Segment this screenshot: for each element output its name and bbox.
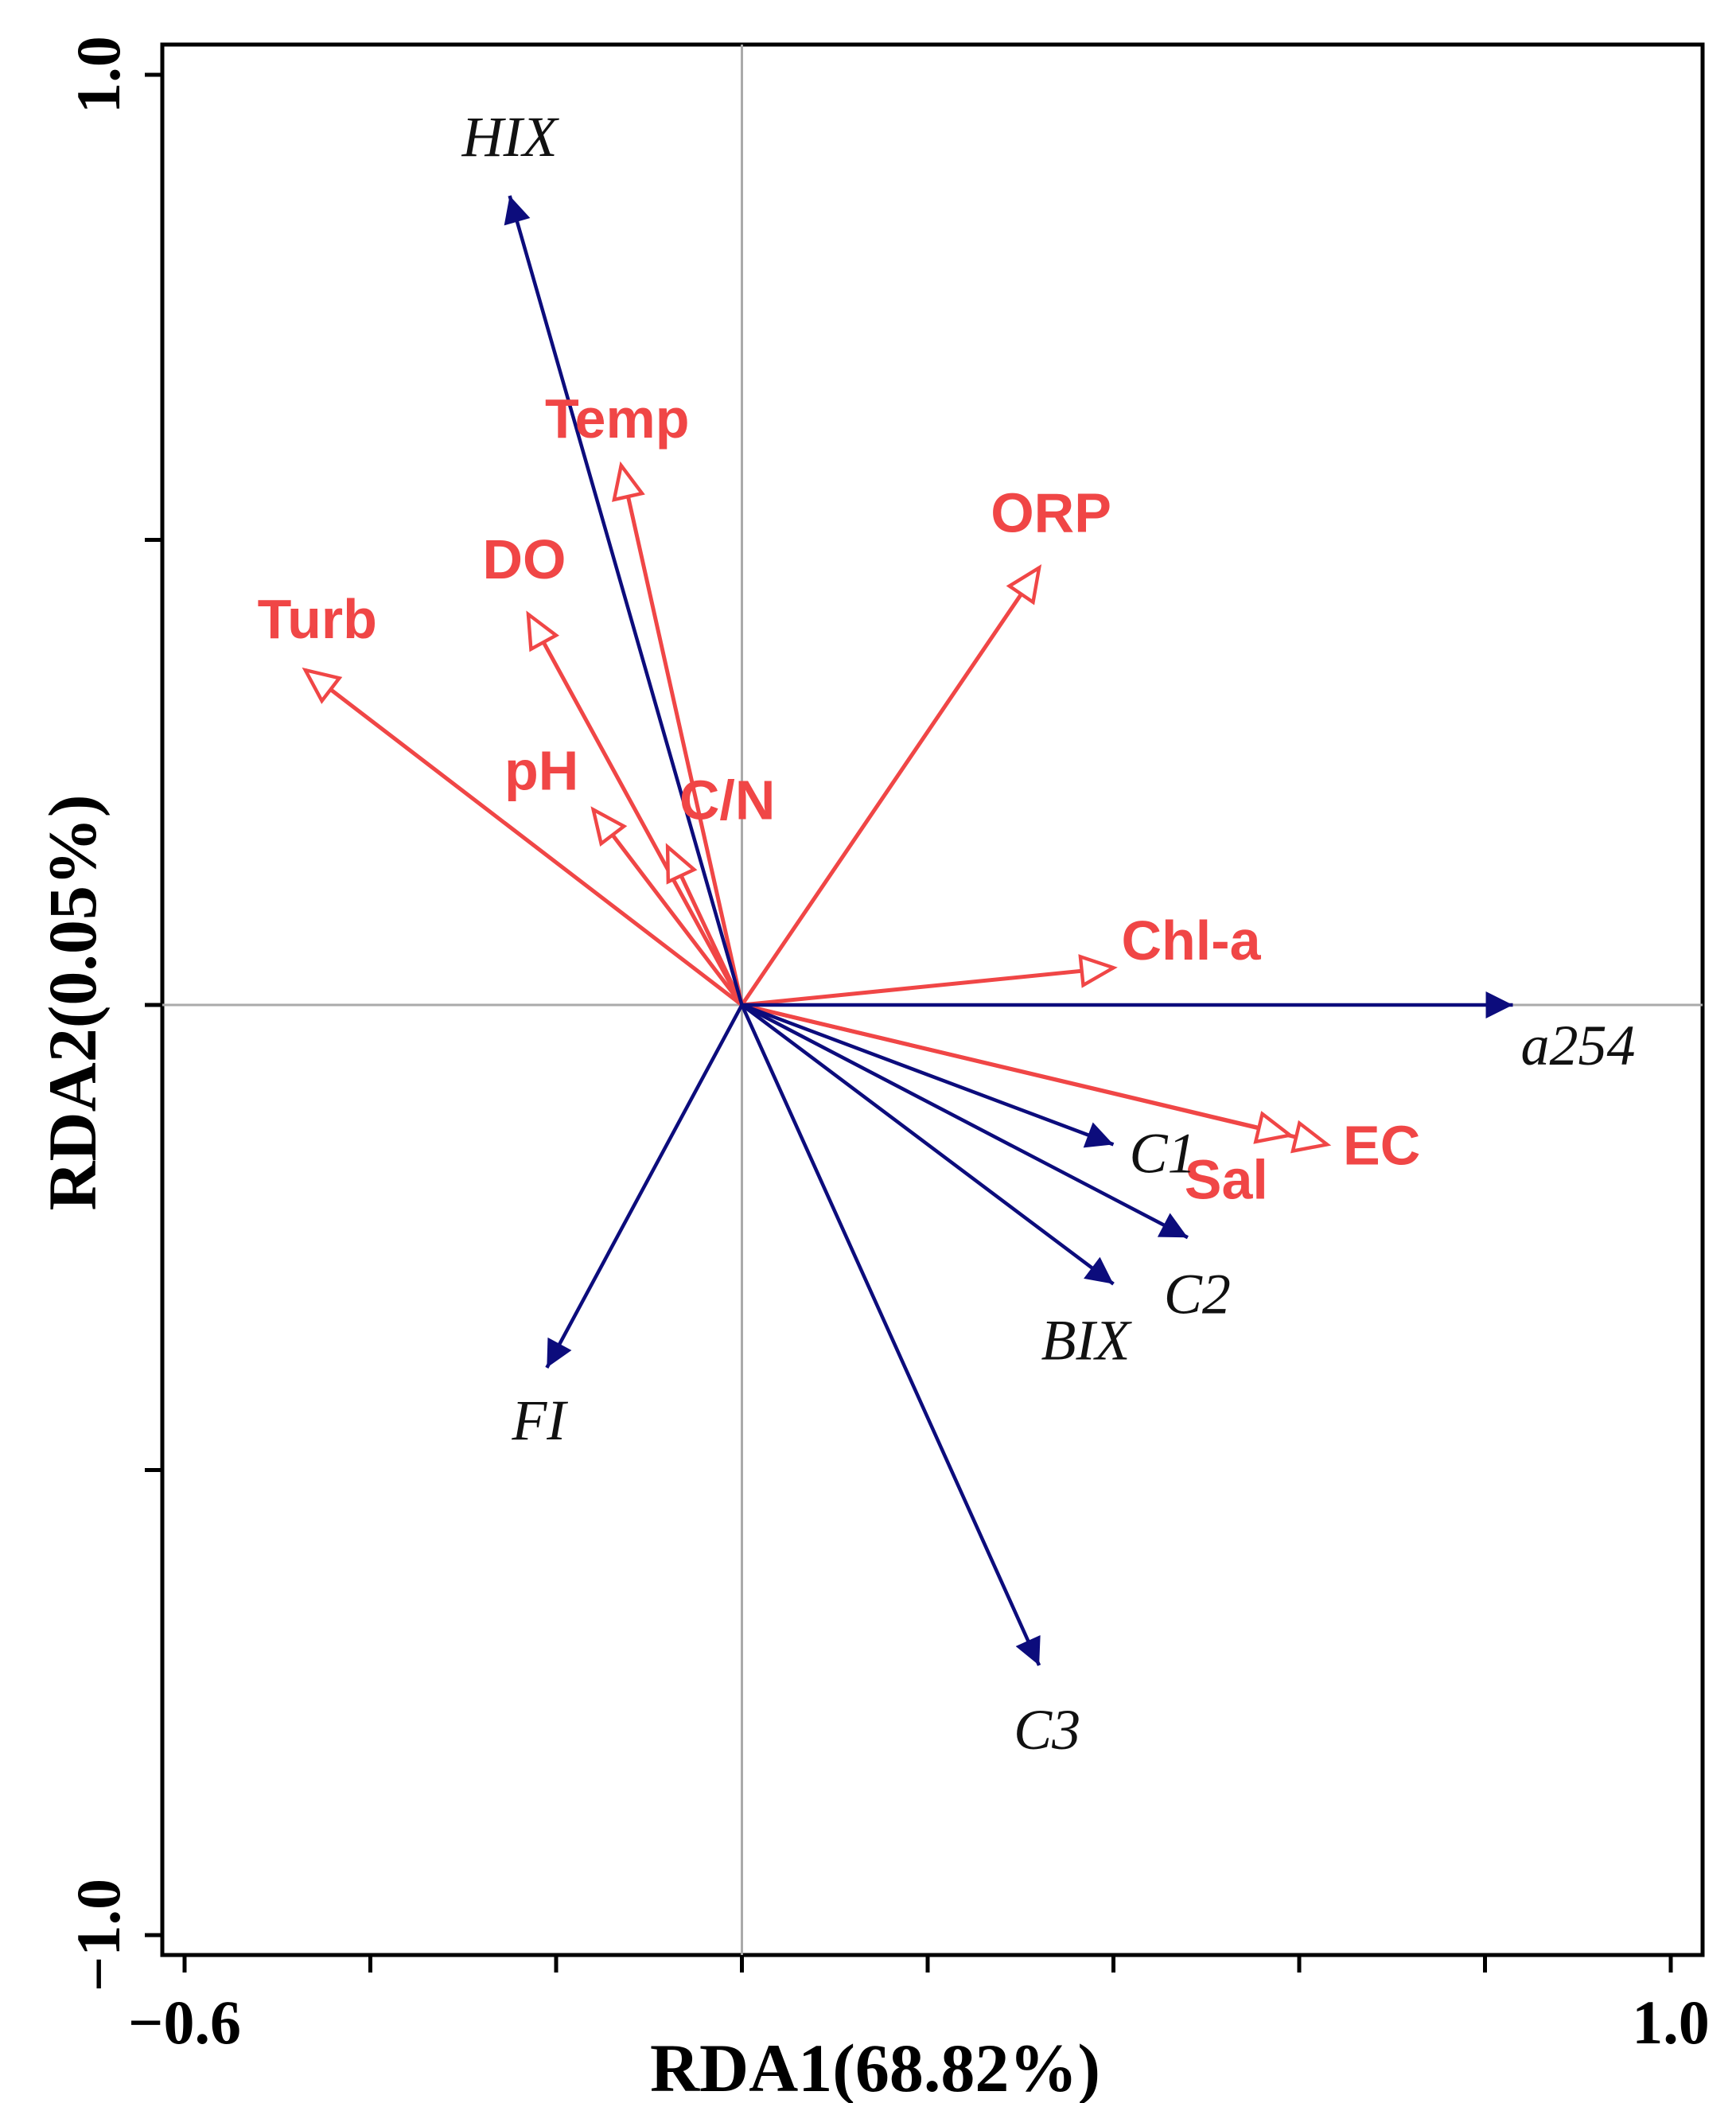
response-label-c2: C2: [1164, 1262, 1231, 1326]
response-label-fi: FI: [511, 1388, 568, 1452]
explanatory-arrow-ph: [590, 806, 744, 1007]
explanatory-arrow-sal: [741, 1003, 1294, 1144]
y-axis-title: RDA2(0.05%): [34, 794, 111, 1210]
biplot-labels: Temp ORP DO Turb pH C/N Chl-a EC Sal HIX a254 C1 C2 B…: [258, 105, 1636, 1762]
x-axis-title: RDA1(68.82%): [650, 2030, 1100, 2103]
response-label-bix: BIX: [1041, 1309, 1133, 1373]
explanatory-label-chl-a: Chl-a: [1122, 909, 1262, 972]
response-arrow-c3: [740, 1004, 1041, 1666]
y-tick-label-bottom: −1.0: [64, 1879, 133, 1992]
explanatory-arrow-orp: [740, 564, 1042, 1007]
response-arrow-hix: [504, 195, 744, 1006]
biplot-arrows: [302, 195, 1513, 1666]
plot-frame: [160, 42, 1705, 1957]
response-arrow-bix: [741, 1003, 1115, 1286]
explanatory-label-ec: EC: [1343, 1114, 1420, 1176]
explanatory-label-c-n: C/N: [679, 769, 776, 831]
response-label-hix: HIX: [461, 105, 560, 169]
explanatory-arrow-temp: [612, 461, 744, 1006]
response-label-a254: a254: [1521, 1014, 1636, 1077]
explanatory-arrow-c-n: [665, 843, 744, 1007]
explanatory-arrow-turb: [302, 667, 744, 1007]
explanatory-label-ph: pH: [504, 740, 578, 802]
x-tick-label-right: 1.0: [1632, 1988, 1710, 2057]
x-tick-label-left: −0.6: [128, 1988, 241, 2057]
explanatory-label-do: DO: [482, 528, 566, 590]
y-tick-label-top: 1.0: [64, 36, 133, 114]
explanatory-label-turb: Turb: [258, 588, 377, 650]
explanatory-label-orp: ORP: [991, 482, 1111, 544]
response-label-c3: C3: [1014, 1698, 1080, 1762]
response-label-c1: C1: [1130, 1121, 1197, 1185]
explanatory-label-sal: Sal: [1185, 1149, 1268, 1211]
response-arrow-c1: [741, 1003, 1115, 1148]
response-arrow-fi: [545, 1003, 744, 1369]
explanatory-arrow-chl-a: [741, 954, 1118, 1007]
explanatory-arrow-do: [526, 610, 744, 1007]
response-arrow-c2: [741, 1003, 1189, 1240]
axis-ticks: [145, 72, 1673, 1973]
explanatory-label-temp: Temp: [545, 387, 690, 450]
